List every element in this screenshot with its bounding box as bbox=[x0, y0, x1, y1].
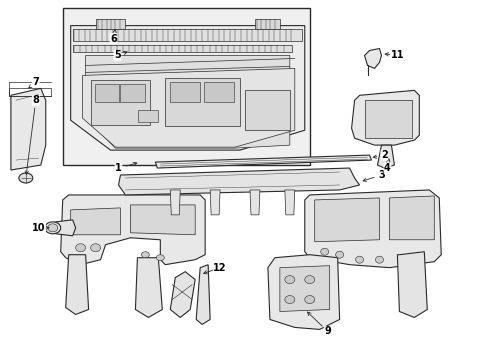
Bar bbox=[9, 88, 51, 96]
Bar bbox=[170, 82, 200, 102]
Text: 11: 11 bbox=[390, 50, 403, 60]
Polygon shape bbox=[71, 208, 120, 235]
Text: 2: 2 bbox=[380, 150, 387, 160]
Bar bbox=[94, 84, 119, 102]
Polygon shape bbox=[82, 68, 294, 147]
Polygon shape bbox=[56, 220, 76, 236]
Bar bbox=[95, 19, 125, 28]
Polygon shape bbox=[118, 168, 359, 195]
Bar bbox=[364, 100, 411, 138]
Polygon shape bbox=[11, 88, 46, 170]
Ellipse shape bbox=[320, 248, 328, 255]
Text: 7: 7 bbox=[32, 77, 39, 87]
Polygon shape bbox=[130, 205, 195, 235]
Polygon shape bbox=[397, 252, 427, 318]
Bar bbox=[73, 28, 301, 41]
Bar bbox=[73, 45, 291, 53]
Ellipse shape bbox=[304, 296, 314, 303]
Bar bbox=[244, 90, 289, 130]
Bar bbox=[138, 110, 158, 122]
Polygon shape bbox=[210, 190, 220, 215]
Bar bbox=[90, 80, 150, 125]
Polygon shape bbox=[65, 255, 88, 315]
Ellipse shape bbox=[375, 256, 383, 263]
Polygon shape bbox=[351, 90, 419, 145]
Ellipse shape bbox=[76, 244, 85, 252]
Bar bbox=[254, 19, 279, 28]
Polygon shape bbox=[304, 190, 440, 268]
Polygon shape bbox=[61, 195, 205, 265]
Bar bbox=[62, 8, 309, 165]
Text: 9: 9 bbox=[324, 327, 330, 336]
Text: 5: 5 bbox=[114, 50, 121, 60]
Text: 1: 1 bbox=[115, 163, 122, 173]
Polygon shape bbox=[314, 198, 379, 242]
Polygon shape bbox=[377, 145, 394, 168]
Ellipse shape bbox=[335, 251, 343, 258]
Text: 4: 4 bbox=[383, 163, 390, 173]
Polygon shape bbox=[170, 272, 195, 318]
Bar bbox=[203, 82, 234, 102]
Ellipse shape bbox=[141, 252, 149, 258]
Ellipse shape bbox=[19, 173, 33, 183]
Bar bbox=[165, 78, 240, 126]
Polygon shape bbox=[364, 49, 381, 68]
Text: 10: 10 bbox=[32, 223, 45, 233]
Ellipse shape bbox=[285, 276, 294, 284]
Bar bbox=[120, 84, 145, 102]
Polygon shape bbox=[388, 196, 433, 240]
Polygon shape bbox=[267, 255, 339, 329]
Ellipse shape bbox=[156, 255, 164, 261]
Polygon shape bbox=[135, 258, 162, 318]
Polygon shape bbox=[85, 55, 289, 148]
Text: 12: 12 bbox=[213, 263, 226, 273]
Polygon shape bbox=[71, 26, 304, 150]
Ellipse shape bbox=[355, 256, 363, 263]
Polygon shape bbox=[285, 190, 294, 215]
Polygon shape bbox=[155, 155, 371, 168]
Ellipse shape bbox=[45, 222, 61, 234]
Text: 6: 6 bbox=[110, 33, 117, 44]
Ellipse shape bbox=[304, 276, 314, 284]
Ellipse shape bbox=[48, 224, 58, 232]
Ellipse shape bbox=[285, 296, 294, 303]
Text: 3: 3 bbox=[377, 170, 384, 180]
Polygon shape bbox=[249, 190, 260, 215]
Polygon shape bbox=[170, 190, 180, 215]
Polygon shape bbox=[279, 266, 329, 311]
Polygon shape bbox=[196, 265, 210, 324]
Ellipse shape bbox=[90, 244, 101, 252]
Text: 8: 8 bbox=[32, 95, 39, 105]
